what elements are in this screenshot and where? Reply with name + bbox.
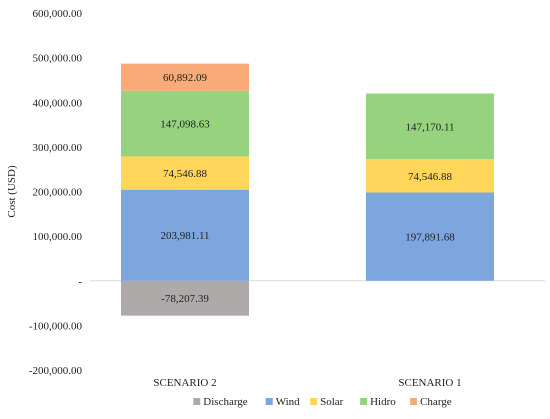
x-category-label: SCENARIO 2 <box>153 377 216 389</box>
bar-segment-wind <box>366 192 494 281</box>
y-axis-title: Cost (USD) <box>6 165 18 218</box>
legend-swatch-discharge <box>193 398 201 405</box>
y-tick-label: -100,000.00 <box>29 320 83 332</box>
data-label: 203,981.11 <box>160 230 209 242</box>
bar-segment-charge <box>121 63 249 91</box>
legend-label: Hidro <box>370 396 396 408</box>
data-label: 147,098.63 <box>160 119 210 131</box>
bar-segment-hidro <box>366 93 494 160</box>
data-label: 197,891.68 <box>405 232 455 244</box>
bar-segment-discharge <box>121 280 249 316</box>
data-label: -78,207.39 <box>161 293 209 305</box>
y-tick-label: 500,000.00 <box>33 53 83 65</box>
y-tick-label: 200,000.00 <box>33 187 83 199</box>
y-tick-label: 100,000.00 <box>33 231 83 243</box>
bar-segment-solar <box>366 159 494 193</box>
data-label: 60,892.09 <box>163 72 208 84</box>
legend-swatch-wind <box>265 398 273 405</box>
bar-segment-wind <box>121 189 249 281</box>
legend-label: Charge <box>420 396 452 408</box>
data-label: 147,170.11 <box>405 121 454 133</box>
y-tick-label: 600,000.00 <box>33 8 83 20</box>
x-category-label: SCENARIO 1 <box>398 377 461 389</box>
bar-segment-hidro <box>121 90 249 157</box>
legend-label: Solar <box>320 396 344 408</box>
legend-swatch-solar <box>310 398 318 405</box>
legend-swatch-charge <box>410 398 418 405</box>
data-label: 74,546.88 <box>163 168 208 180</box>
y-tick-label: -200,000.00 <box>29 365 83 377</box>
legend-swatch-hidro <box>360 398 368 405</box>
y-tick-label: 400,000.00 <box>33 97 83 109</box>
y-tick-label: - <box>78 276 82 288</box>
legend-label: Wind <box>276 396 300 408</box>
bar-segment-solar <box>121 156 249 190</box>
y-tick-label: 300,000.00 <box>33 142 83 154</box>
legend-label: Discharge <box>203 396 248 408</box>
data-label: 74,546.88 <box>408 171 453 183</box>
